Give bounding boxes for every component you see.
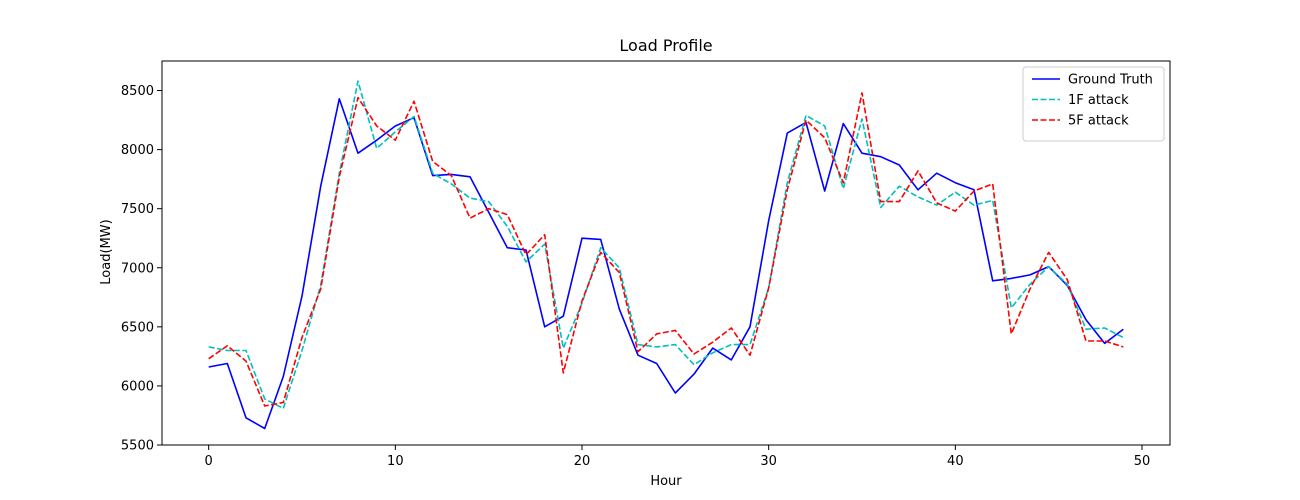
y-tick-label: 6000	[121, 379, 154, 394]
y-axis-title: Load(MW)	[99, 219, 114, 284]
series-layer	[208, 80, 1124, 430]
x-tick-label: 50	[1134, 454, 1151, 469]
x-tick-label: 40	[947, 454, 964, 469]
x-axis-title: Hour	[650, 474, 682, 489]
plot-frame	[161, 60, 1171, 446]
legend-label: 5F attack	[1068, 114, 1129, 129]
series-line-1f-attack	[208, 80, 1124, 410]
legend-box	[1022, 66, 1165, 142]
x-tick-label: 0	[205, 454, 213, 469]
x-tick-label: 10	[387, 454, 404, 469]
y-axis: 5500 6000 6500 7000 7500 8000 8500	[121, 84, 162, 454]
legend-label: Ground Truth	[1068, 73, 1153, 88]
legend-label: 1F attack	[1068, 93, 1129, 108]
legend: Ground Truth 1F attack 5F attack	[1022, 66, 1165, 142]
y-tick-label: 5500	[121, 439, 154, 454]
y-tick-label: 8500	[121, 84, 154, 99]
y-tick-label: 6500	[121, 320, 154, 335]
y-tick-label: 8000	[121, 143, 154, 158]
x-tick-label: 20	[574, 454, 591, 469]
chart-title: Load Profile	[619, 36, 712, 55]
y-tick-label: 7000	[121, 261, 154, 276]
x-tick-label: 30	[760, 454, 777, 469]
y-tick-label: 7500	[121, 202, 154, 217]
series-line-ground-truth	[208, 98, 1124, 430]
x-axis: 0 10 20 30 40 50	[205, 445, 1151, 469]
series-line-5f-attack	[208, 92, 1124, 407]
